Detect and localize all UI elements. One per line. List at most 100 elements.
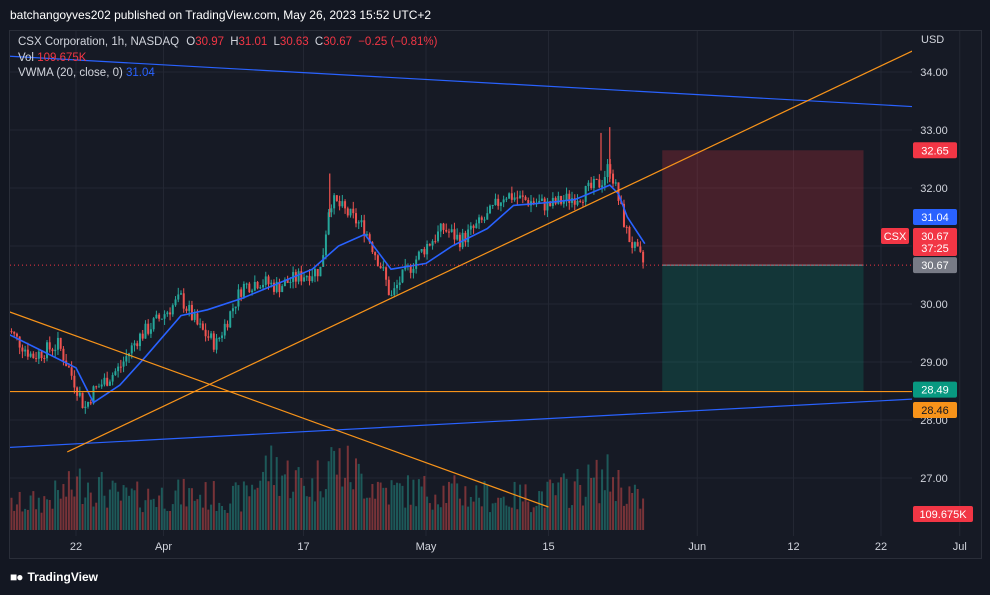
volume-bar xyxy=(551,483,554,530)
volume-bar xyxy=(193,500,196,530)
candle-body xyxy=(486,213,489,220)
currency-label[interactable]: USD xyxy=(921,34,945,46)
volume-bar xyxy=(543,507,546,530)
volume-bar xyxy=(415,506,418,530)
volume-bar xyxy=(283,474,286,530)
volume-bar xyxy=(486,485,489,530)
volume-bar xyxy=(469,496,472,530)
volume-bar xyxy=(431,509,434,530)
volume-bar xyxy=(355,458,357,530)
volume-bar xyxy=(166,510,169,530)
grid xyxy=(10,31,961,536)
candle-body xyxy=(598,179,601,188)
candle-body xyxy=(344,201,347,209)
volume-bar xyxy=(251,484,254,530)
time-axis[interactable]: 22 Apr 17 May 15 Jun 12 22 Jul xyxy=(70,541,967,553)
volume-bar xyxy=(130,488,133,530)
short-position-tool[interactable] xyxy=(662,150,864,392)
volume-bar xyxy=(278,495,281,530)
candle-body xyxy=(237,289,240,307)
volume-bar xyxy=(622,505,625,530)
candle-body xyxy=(478,217,481,224)
volume-bar xyxy=(478,497,481,530)
volume-bar xyxy=(43,496,46,530)
volume-bar xyxy=(510,507,513,530)
volume-bar xyxy=(625,503,628,530)
volume-bar xyxy=(51,508,54,530)
volume-bar xyxy=(513,481,516,530)
volume-bar xyxy=(147,488,150,530)
legend-symbol-row: CSX Corporation, 1h, NASDAQ O30.97 H31.0… xyxy=(18,35,437,51)
orange-trendline xyxy=(10,311,549,508)
candle-body xyxy=(169,312,172,315)
candle-body xyxy=(417,251,420,260)
tradingview-brand: TradingView xyxy=(27,570,98,584)
volume-bar xyxy=(196,499,199,530)
candle-body xyxy=(494,198,497,206)
candle-body xyxy=(149,329,152,334)
volume-bar xyxy=(442,485,445,530)
candle-body xyxy=(371,242,374,253)
candle-body xyxy=(382,267,385,269)
candle-body xyxy=(84,406,87,408)
candle-body xyxy=(469,225,472,230)
candle-body xyxy=(467,229,470,243)
legend-symbol[interactable]: CSX Corporation, 1h, NASDAQ xyxy=(18,36,180,48)
tradingview-logo[interactable]: ■● TradingView xyxy=(10,570,98,584)
candle-body xyxy=(573,198,576,205)
legend-vwma: 31.04 xyxy=(126,67,155,79)
legend-vwma-label[interactable]: VWMA (20, close, 0) xyxy=(18,67,123,79)
symbol-tag: CSX xyxy=(884,231,907,243)
volume-bar xyxy=(450,483,453,530)
candle-body xyxy=(379,266,382,269)
volume-bar xyxy=(396,482,399,530)
volume-bar xyxy=(117,491,120,530)
volume-bar xyxy=(579,484,582,530)
candle-body xyxy=(251,290,254,293)
price-chart[interactable]: 27.0028.0029.0030.0031.0032.0033.0034.00… xyxy=(0,0,990,562)
x-tick-label: Apr xyxy=(155,541,172,553)
target-price-label-bg xyxy=(913,381,957,398)
volume-bar xyxy=(571,505,574,530)
candle-body xyxy=(155,314,158,319)
volume-bar xyxy=(562,473,565,530)
candle-body xyxy=(363,220,366,236)
legend-volume-label[interactable]: Vol xyxy=(18,51,34,64)
volume-bar xyxy=(97,477,100,530)
volume-bar xyxy=(406,475,409,530)
volume-bar xyxy=(327,461,330,530)
x-tick-label: May xyxy=(416,541,437,553)
volume-bar xyxy=(231,485,234,530)
candle-body xyxy=(519,195,522,199)
volume-bar xyxy=(303,485,306,530)
candle-body xyxy=(426,244,429,255)
candle-body xyxy=(303,277,306,282)
trendlines[interactable] xyxy=(0,29,977,508)
candle-body xyxy=(48,342,51,350)
volume-bar xyxy=(103,495,106,530)
x-tick-label: 15 xyxy=(542,541,554,553)
candle-body xyxy=(335,195,338,201)
volume-bar xyxy=(447,481,450,530)
candle-body xyxy=(617,182,620,201)
volume-bar xyxy=(540,491,543,530)
candle-body xyxy=(475,223,478,229)
candle-body xyxy=(10,331,13,333)
volume-bar xyxy=(152,498,155,530)
candle-body xyxy=(97,386,100,388)
volume-bar xyxy=(428,503,431,530)
candle-body xyxy=(240,289,243,297)
volume-bar xyxy=(445,503,448,530)
volume-bar xyxy=(289,498,292,530)
candle-body xyxy=(579,200,582,202)
candle-body xyxy=(54,349,57,352)
candle-body xyxy=(376,255,379,267)
volume-bar xyxy=(516,509,519,530)
candle-body xyxy=(587,182,590,187)
volume-bar xyxy=(210,504,213,530)
y-tick-label: 29.00 xyxy=(920,357,948,369)
volume-bar xyxy=(212,481,215,530)
volume-bar xyxy=(245,485,248,530)
